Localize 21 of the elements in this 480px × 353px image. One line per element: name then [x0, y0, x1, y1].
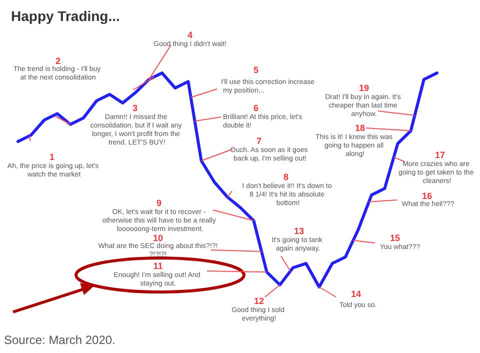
annotation: 5: [253, 65, 259, 75]
annotation: 8: [283, 172, 289, 182]
text: 2: [55, 56, 61, 66]
annotation: 13: [294, 226, 304, 236]
annotation: 15: [390, 233, 400, 243]
annotation: 6: [253, 103, 259, 113]
annotation: 18: [354, 123, 366, 133]
annotation: 1: [49, 152, 55, 162]
text: 12: [254, 296, 264, 306]
annotation: 7: [256, 136, 262, 146]
annotation: 16: [422, 191, 432, 201]
source-note: Source: March 2020.: [4, 333, 116, 347]
text: 4: [187, 30, 193, 40]
annotation: 3: [132, 103, 138, 113]
annotation: 9: [156, 198, 162, 208]
chart-title: Happy Trading...: [11, 8, 120, 24]
annotation: 19: [358, 83, 370, 93]
text: 14: [350, 289, 362, 299]
annotation: 17: [434, 150, 446, 160]
annotation: 11: [153, 261, 163, 271]
annotation: 10: [152, 233, 164, 243]
